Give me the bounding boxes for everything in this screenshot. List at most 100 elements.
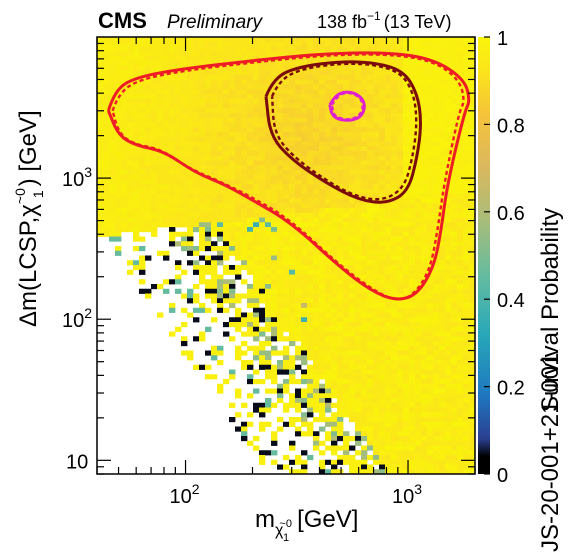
- heatmap-cell: [349, 151, 356, 157]
- heatmap-cell: [115, 236, 122, 242]
- heatmap-cell: [337, 198, 344, 204]
- heatmap-cell: [187, 98, 194, 104]
- heatmap-cell: [373, 307, 380, 313]
- heatmap-cell: [409, 41, 416, 47]
- heatmap-cell: [265, 312, 272, 318]
- heatmap-cell: [151, 37, 158, 43]
- heatmap-cell: [121, 70, 128, 76]
- heatmap-cell: [433, 364, 440, 370]
- heatmap-cell: [367, 246, 374, 252]
- heatmap-cell: [259, 132, 266, 138]
- heatmap-cell: [439, 417, 446, 423]
- heatmap-cell: [421, 208, 428, 214]
- heatmap-cell: [379, 108, 386, 114]
- heatmap-cell: [211, 89, 218, 95]
- heatmap-cell: [451, 170, 458, 176]
- heatmap-cell: [277, 203, 284, 209]
- heatmap-cell: [349, 303, 356, 309]
- heatmap-cell: [337, 383, 344, 389]
- heatmap-cell: [241, 431, 248, 437]
- heatmap-cell: [319, 393, 326, 399]
- heatmap-cell: [391, 79, 398, 85]
- heatmap-cell: [235, 326, 242, 332]
- heatmap-cell: [247, 165, 254, 171]
- heatmap-cell: [283, 212, 290, 218]
- heatmap-cell: [409, 402, 416, 408]
- heatmap-cell: [163, 122, 170, 128]
- heatmap-cell: [367, 265, 374, 271]
- heatmap-cell: [145, 94, 152, 100]
- heatmap-cell: [205, 141, 212, 147]
- heatmap-cell: [271, 103, 278, 109]
- heatmap-cell: [379, 165, 386, 171]
- heatmap-cell: [403, 255, 410, 261]
- heatmap-cell: [223, 241, 230, 247]
- heatmap-cell: [247, 84, 254, 90]
- heatmap-cell: [325, 241, 332, 247]
- heatmap-cell: [121, 212, 128, 218]
- heatmap-cell: [421, 198, 428, 204]
- heatmap-cell: [211, 198, 218, 204]
- heatmap-cell: [169, 303, 176, 309]
- heatmap-cell: [451, 108, 458, 114]
- heatmap-cell: [457, 322, 464, 328]
- heatmap-cell: [337, 174, 344, 180]
- heatmap-cell: [325, 222, 332, 228]
- heatmap-cell: [265, 98, 272, 104]
- heatmap-cell: [427, 407, 434, 413]
- heatmap-cell: [325, 383, 332, 389]
- heatmap-cell: [457, 70, 464, 76]
- heatmap-cell: [427, 393, 434, 399]
- heatmap-cell: [247, 440, 254, 446]
- heatmap-cell: [385, 227, 392, 233]
- heatmap-cell: [157, 160, 164, 166]
- heatmap-cell: [469, 412, 475, 418]
- heatmap-cell: [229, 417, 236, 423]
- heatmap-cell: [127, 189, 134, 195]
- heatmap-cell: [421, 122, 428, 128]
- heatmap-cell: [313, 46, 320, 52]
- heatmap-cell: [349, 298, 356, 304]
- heatmap-cell: [373, 117, 380, 123]
- heatmap-cell: [133, 236, 140, 242]
- heatmap-cell: [463, 445, 470, 451]
- heatmap-cell: [457, 421, 464, 427]
- heatmap-cell: [211, 41, 218, 47]
- heatmap-cell: [343, 360, 350, 366]
- heatmap-cell: [223, 307, 230, 313]
- heatmap-cell: [355, 288, 362, 294]
- heatmap-cell: [307, 208, 314, 214]
- heatmap-cell: [217, 75, 224, 81]
- heatmap-cell: [151, 189, 158, 195]
- heatmap-cell: [391, 459, 398, 465]
- heatmap-cell: [217, 260, 224, 266]
- heatmap-cell: [289, 421, 296, 427]
- heatmap-cell: [253, 108, 260, 114]
- heatmap-cell: [271, 84, 278, 90]
- heatmap-cell: [295, 60, 302, 66]
- heatmap-cell: [391, 303, 398, 309]
- heatmap-cell: [463, 379, 470, 385]
- heatmap-cell: [457, 189, 464, 195]
- heatmap-cell: [121, 103, 128, 109]
- heatmap-cell: [229, 41, 236, 47]
- heatmap-cell: [217, 274, 224, 280]
- heatmap-cell: [349, 136, 356, 142]
- heatmap-cell: [445, 37, 452, 43]
- heatmap-cell: [217, 136, 224, 142]
- heatmap-cell: [163, 250, 170, 256]
- heatmap-cell: [217, 70, 224, 76]
- heatmap-cell: [337, 317, 344, 323]
- heatmap-cell: [199, 122, 206, 128]
- heatmap-cell: [379, 117, 386, 123]
- heatmap-cell: [229, 170, 236, 176]
- heatmap-cell: [403, 379, 410, 385]
- heatmap-cell: [205, 179, 212, 185]
- heatmap-cell: [145, 46, 152, 52]
- heatmap-cell: [277, 222, 284, 228]
- heatmap-cell: [181, 208, 188, 214]
- heatmap-cell: [439, 426, 446, 432]
- heatmap-cell: [211, 146, 218, 152]
- heatmap-cell: [163, 60, 170, 66]
- heatmap-cell: [457, 469, 464, 474]
